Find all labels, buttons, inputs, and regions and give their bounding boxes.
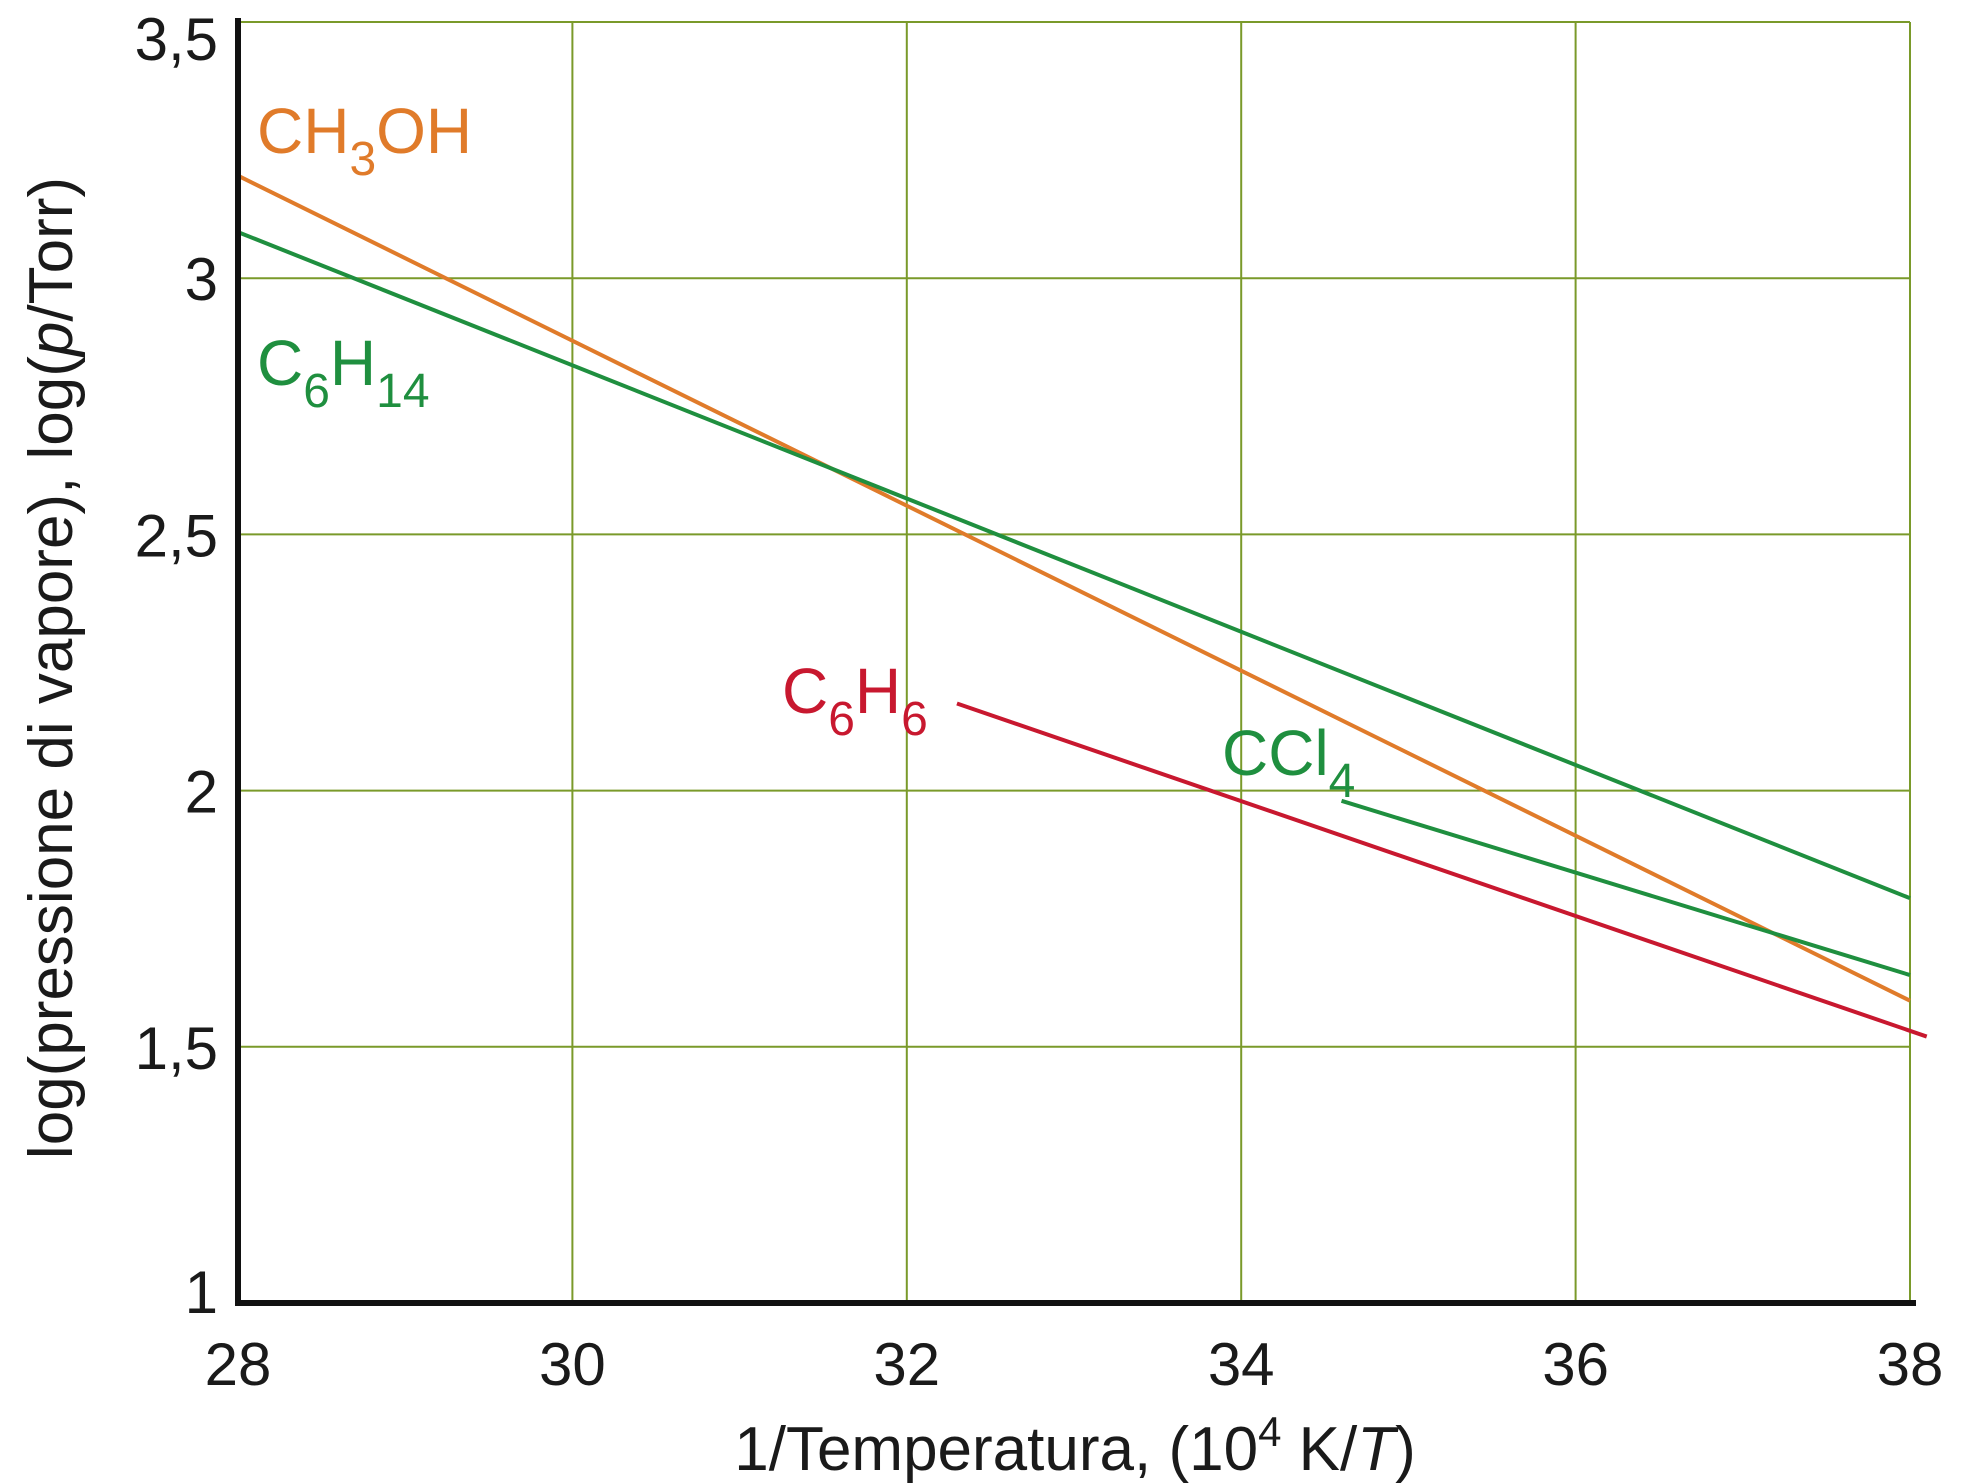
- series-line-c6h14: [237, 230, 1911, 901]
- series-line-ch3oh: [237, 173, 1911, 1003]
- y-tick-label: 3,5: [135, 6, 218, 73]
- y-tick-label: 1: [185, 1259, 218, 1326]
- series-label-c6h14: C6H14: [257, 327, 430, 418]
- x-tick-label: 28: [205, 1331, 272, 1398]
- y-tick-label: 2,5: [135, 502, 218, 569]
- x-tick-label: 38: [1877, 1331, 1944, 1398]
- series-line-c6h6: [956, 701, 1928, 1039]
- axes: [235, 18, 1916, 1306]
- series-label-ch3oh: CH3OH: [257, 95, 472, 186]
- series-line-ccl4: [1340, 798, 1911, 977]
- grid: [237, 21, 1911, 1304]
- y-tick-label: 2: [185, 759, 218, 826]
- series-lines: [237, 173, 1928, 1039]
- x-tick-label: 36: [1542, 1331, 1609, 1398]
- x-tick-label: 32: [873, 1331, 940, 1398]
- x-tick-labels: 28 30 32 34 36 38: [205, 1331, 1944, 1398]
- series-label-ccl4: CCl4: [1222, 717, 1355, 808]
- x-tick-label: 30: [539, 1331, 606, 1398]
- x-axis-title: 1/Temperatura, (104 K/T): [734, 1408, 1416, 1484]
- y-tick-label: 3: [185, 246, 218, 313]
- y-tick-labels: 1 1,5 2 2,5 3 3,5: [135, 6, 218, 1326]
- y-tick-label: 1,5: [135, 1015, 218, 1082]
- series-label-c6h6: C6H6: [782, 655, 928, 746]
- x-tick-label: 34: [1208, 1331, 1275, 1398]
- y-axis-title: log(pressione di vapore), log(p/Torr): [17, 177, 86, 1159]
